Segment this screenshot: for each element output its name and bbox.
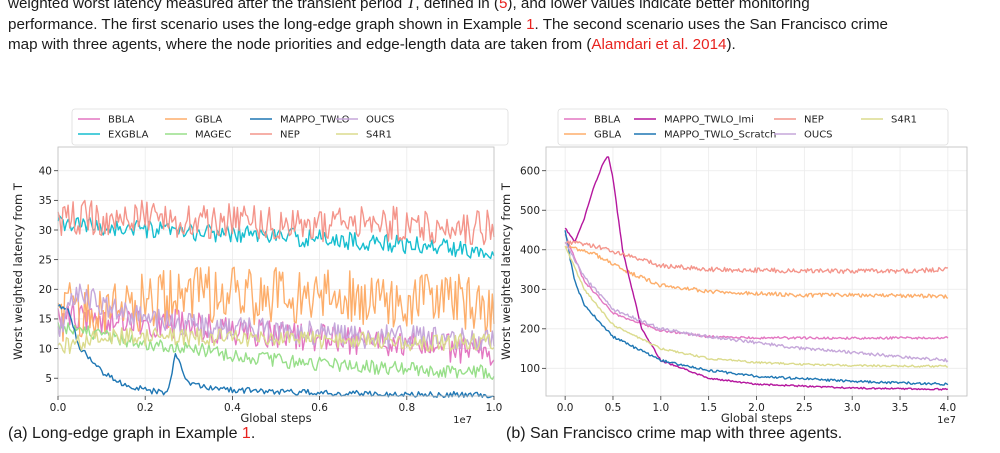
legend-label-gbla: GBLA bbox=[594, 130, 621, 141]
legend-label-nep: NEP bbox=[804, 115, 824, 126]
x-tick-label: 0.4 bbox=[224, 402, 241, 414]
y-tick-label: 300 bbox=[520, 284, 540, 296]
series-line-mappo-twlo-scratch bbox=[564, 230, 949, 386]
caption-b-text: (b) San Francisco crime map with three a… bbox=[506, 425, 843, 442]
equation-ref-link[interactable]: 5 bbox=[498, 0, 508, 12]
y-tick-label: 600 bbox=[520, 166, 540, 178]
legend-label-oucs: OUCS bbox=[366, 115, 395, 126]
x-axis-label: Global steps bbox=[240, 411, 311, 425]
para-line2-text-b: . The second scenario uses the San Franc… bbox=[534, 15, 888, 33]
series-line-gbla bbox=[57, 266, 495, 342]
legend-label-magec: MAGEC bbox=[195, 130, 231, 141]
legend-label-bbla: BBLA bbox=[108, 115, 135, 126]
x-tick-label: 2.0 bbox=[748, 402, 765, 414]
y-tick-label: 40 bbox=[39, 166, 52, 178]
legend-label-gbla: GBLA bbox=[195, 115, 222, 126]
y-tick-label: 35 bbox=[39, 195, 52, 207]
citation-link[interactable]: Alamdari et al. 2014 bbox=[591, 36, 727, 53]
x-axis-multiplier: 1e7 bbox=[937, 415, 956, 426]
para-line3-text: map with three agents, where the node pr… bbox=[8, 36, 592, 53]
y-tick-label: 20 bbox=[39, 284, 52, 296]
caption-a-text: (a) Long-edge graph in Example bbox=[8, 425, 242, 442]
x-tick-label: 1.0 bbox=[486, 402, 503, 414]
series-line-gbla bbox=[564, 245, 949, 299]
series-line-s4r1 bbox=[57, 327, 495, 355]
para-line1-text-b: , defined in ( bbox=[415, 0, 499, 12]
y-tick-label: 15 bbox=[39, 314, 52, 326]
legend-label-bbla: BBLA bbox=[594, 115, 621, 126]
caption-a-end: . bbox=[250, 425, 256, 442]
legend-label-mappo-twlo: MAPPO_TWLO bbox=[280, 115, 350, 126]
y-tick-label: 5 bbox=[45, 373, 52, 385]
para-line1-text-c: ), and lower values indicate better moni… bbox=[507, 0, 810, 12]
x-axis-label: Global steps bbox=[721, 411, 792, 425]
legend-label-mappo-twlo-scratch: MAPPO_TWLO_Scratch bbox=[664, 130, 776, 141]
plot-frame bbox=[57, 146, 495, 397]
legend-label-oucs: OUCS bbox=[804, 130, 833, 141]
caption-b: (b) San Francisco crime map with three a… bbox=[506, 425, 842, 443]
legend-label-mappo-twlo-imi: MAPPO_TWLO_Imi bbox=[664, 115, 754, 126]
y-tick-label: 400 bbox=[520, 245, 540, 257]
y-tick-label: 30 bbox=[39, 225, 52, 237]
y-tick-label: 500 bbox=[520, 205, 540, 217]
para-symbol-T: T bbox=[406, 0, 416, 12]
x-tick-label: 2.5 bbox=[796, 402, 813, 414]
series-line-nep bbox=[57, 199, 495, 246]
series-line-oucs bbox=[57, 283, 495, 352]
legend-label-exgbla: EXGBLA bbox=[108, 130, 149, 141]
series-line-bbla bbox=[564, 233, 949, 340]
legend-box bbox=[557, 108, 949, 146]
x-tick-label: 1.5 bbox=[700, 402, 717, 414]
x-tick-label: 0.2 bbox=[137, 402, 154, 414]
x-tick-label: 0.0 bbox=[50, 402, 67, 414]
x-axis-multiplier: 1e7 bbox=[453, 415, 472, 426]
x-tick-label: 0.0 bbox=[557, 402, 574, 414]
x-tick-label: 0.8 bbox=[398, 402, 415, 414]
para-line2-text: performance. The first scenario uses the… bbox=[8, 15, 527, 33]
body-paragraph: weighted worst latency measured after th… bbox=[8, 0, 993, 56]
para-line3-text-b: ). bbox=[726, 36, 736, 53]
series-line-mappo-twlo-imi bbox=[564, 156, 949, 391]
x-tick-label: 0.5 bbox=[605, 402, 622, 414]
y-tick-label: 25 bbox=[39, 254, 52, 266]
y-tick-label: 100 bbox=[520, 363, 540, 375]
series-line-magec bbox=[57, 322, 495, 380]
x-tick-label: 0.6 bbox=[311, 402, 328, 414]
series-line-s4r1 bbox=[564, 245, 949, 368]
legend-label-s4r1: S4R1 bbox=[891, 115, 917, 126]
x-tick-label: 3.5 bbox=[892, 402, 909, 414]
legend-label-s4r1: S4R1 bbox=[366, 130, 392, 141]
y-tick-label: 200 bbox=[520, 324, 540, 336]
example-ref-link[interactable]: 1 bbox=[526, 15, 535, 33]
series-line-mappo-twlo bbox=[57, 304, 495, 399]
legend-box bbox=[71, 108, 509, 146]
x-tick-label: 4.0 bbox=[940, 402, 957, 414]
x-tick-label: 1.0 bbox=[652, 402, 669, 414]
caption-a: (a) Long-edge graph in Example 1. bbox=[8, 425, 255, 443]
para-line1-text: weighted worst latency measured after th… bbox=[8, 0, 407, 12]
caption-a-example-link[interactable]: 1 bbox=[241, 425, 251, 442]
series-line-nep bbox=[564, 240, 948, 275]
x-tick-label: 3.0 bbox=[844, 402, 861, 414]
y-axis-label: Worst weighted latency from T bbox=[11, 182, 25, 360]
y-tick-label: 10 bbox=[39, 343, 52, 355]
y-axis-label: Worst weighted latency from T bbox=[499, 182, 513, 360]
series-line-oucs bbox=[564, 241, 949, 363]
legend-label-nep: NEP bbox=[280, 130, 300, 141]
